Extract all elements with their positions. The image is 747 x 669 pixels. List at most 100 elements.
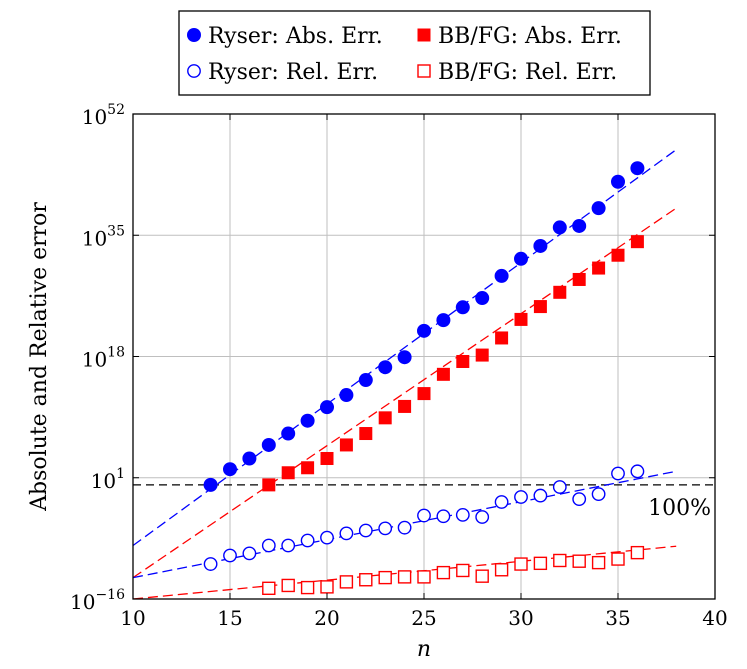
data-point-series-1 xyxy=(301,461,315,475)
tick-labels: 10 15 20 25 30 35 40 10−16 101 1018 1035 1052 xyxy=(70,102,728,630)
y-tick-label: 1018 xyxy=(82,345,125,372)
data-point-series-2 xyxy=(417,508,431,523)
data-point-series-2 xyxy=(572,492,587,507)
data-point-series-1 xyxy=(572,272,586,286)
data-point-series-0 xyxy=(223,462,237,477)
data-point-series-1 xyxy=(262,478,276,492)
data-point-series-0 xyxy=(630,161,645,176)
reference-line-label: 100% xyxy=(648,496,711,521)
data-point-series-0 xyxy=(494,268,509,283)
data-point-series-1 xyxy=(553,285,567,299)
data-markers xyxy=(203,161,645,596)
data-point-series-2 xyxy=(242,546,257,561)
data-point-series-1 xyxy=(514,312,528,326)
data-point-series-2 xyxy=(378,521,393,536)
data-point-series-3 xyxy=(320,580,334,594)
x-tick-label: 35 xyxy=(605,606,630,630)
data-point-series-1 xyxy=(456,354,470,368)
data-point-series-3 xyxy=(630,545,645,560)
data-point-series-3 xyxy=(417,570,431,584)
data-point-series-1 xyxy=(378,411,392,425)
data-point-series-2 xyxy=(320,530,334,545)
data-point-series-1 xyxy=(417,387,431,401)
data-point-series-3 xyxy=(378,570,392,585)
data-point-series-2 xyxy=(611,466,625,481)
data-point-series-0 xyxy=(591,201,606,216)
data-point-series-0 xyxy=(533,238,548,253)
data-point-series-2 xyxy=(223,548,237,563)
data-point-series-0 xyxy=(455,300,470,315)
data-point-series-0 xyxy=(572,218,587,233)
legend-label-series-3: BB/FG: Rel. Err. xyxy=(438,60,617,85)
data-point-series-2 xyxy=(261,538,276,553)
legend-box xyxy=(178,10,651,96)
legend-marker-series-0 xyxy=(187,28,201,42)
data-point-series-2 xyxy=(455,507,470,522)
x-tick-label: 15 xyxy=(217,606,242,630)
data-point-series-3 xyxy=(262,581,276,596)
data-point-series-0 xyxy=(339,388,354,403)
legend: Ryser: Abs. Err. BB/FG: Abs. Err. Ryser: R… xyxy=(178,10,651,96)
data-point-series-1 xyxy=(533,300,547,314)
data-point-series-2 xyxy=(533,488,548,503)
x-tick-label: 25 xyxy=(411,606,436,630)
data-point-series-0 xyxy=(436,313,451,328)
legend-marker-series-1 xyxy=(417,28,431,42)
grid-lines xyxy=(133,114,715,599)
data-point-series-2 xyxy=(475,510,490,524)
x-tick-label: 10 xyxy=(120,606,145,630)
y-tick-label: 1035 xyxy=(82,223,125,250)
data-point-series-3 xyxy=(591,555,606,570)
data-point-series-1 xyxy=(320,451,334,465)
data-point-series-2 xyxy=(358,523,373,538)
data-point-series-2 xyxy=(591,487,606,502)
data-point-series-3 xyxy=(611,552,625,566)
data-point-series-3 xyxy=(397,570,412,584)
legend-label-series-0: Ryser: Abs. Err. xyxy=(208,24,383,49)
data-point-series-0 xyxy=(611,174,625,189)
data-point-series-1 xyxy=(475,348,489,362)
data-point-series-0 xyxy=(397,350,412,365)
data-point-series-2 xyxy=(552,480,567,494)
legend-label-series-1: BB/FG: Abs. Err. xyxy=(438,24,622,49)
x-axis-label: n xyxy=(417,637,431,662)
data-point-series-3 xyxy=(494,563,509,577)
data-point-series-1 xyxy=(611,248,625,262)
data-point-series-0 xyxy=(417,323,431,338)
y-tick-label: 101 xyxy=(91,466,125,493)
data-point-series-2 xyxy=(397,520,412,535)
data-point-series-3 xyxy=(572,554,586,568)
legend-marker-series-3 xyxy=(417,64,431,78)
data-point-series-3 xyxy=(339,575,354,589)
data-point-series-0 xyxy=(261,437,276,452)
data-point-series-1 xyxy=(281,466,295,480)
y-tick-label: 10−16 xyxy=(70,587,125,614)
data-point-series-1 xyxy=(436,367,450,381)
data-point-series-3 xyxy=(436,565,451,580)
data-point-series-0 xyxy=(300,413,315,428)
data-point-series-0 xyxy=(281,426,296,441)
data-point-series-3 xyxy=(553,553,567,568)
data-point-series-3 xyxy=(475,569,489,583)
data-point-series-2 xyxy=(630,464,645,479)
legend-marker-series-2 xyxy=(187,64,201,78)
data-point-series-1 xyxy=(495,331,509,345)
data-point-series-1 xyxy=(592,261,606,275)
data-point-series-2 xyxy=(494,495,509,509)
data-point-series-3 xyxy=(533,556,548,571)
data-point-series-1 xyxy=(359,427,373,441)
data-point-series-2 xyxy=(203,557,218,571)
data-point-series-1 xyxy=(630,235,644,249)
x-tick-label: 20 xyxy=(314,606,339,630)
x-tick-label: 30 xyxy=(508,606,533,630)
data-point-series-2 xyxy=(514,490,528,504)
data-point-series-3 xyxy=(514,557,528,571)
data-point-series-0 xyxy=(203,477,218,492)
data-point-series-2 xyxy=(436,509,451,524)
data-point-series-0 xyxy=(475,291,490,306)
data-point-series-0 xyxy=(378,360,393,375)
data-point-series-3 xyxy=(300,580,315,595)
data-point-series-0 xyxy=(358,373,373,388)
reference-line-group: 100% xyxy=(133,484,715,521)
